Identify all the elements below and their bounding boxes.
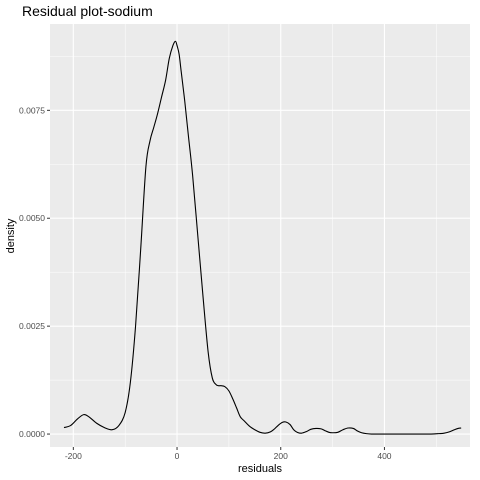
y-axis-title: density (5, 218, 17, 253)
y-tick-label: 0.0000 (19, 429, 45, 439)
y-tick-label: 0.0025 (19, 321, 45, 331)
x-axis-title: residuals (238, 463, 283, 475)
y-tick-label: 0.0050 (19, 213, 45, 223)
chart-title: Residual plot-sodium (22, 3, 153, 19)
x-tick-label: -200 (65, 451, 82, 461)
x-axis: -200 0 200 400 (65, 447, 392, 461)
plot-panel (50, 24, 470, 447)
x-tick-label: 200 (274, 451, 288, 461)
y-tick-label: 0.0075 (19, 105, 45, 115)
x-tick-label: 400 (377, 451, 391, 461)
x-tick-label: 0 (175, 451, 180, 461)
y-axis: 0.0000 0.0025 0.0050 0.0075 (19, 105, 50, 439)
density-curve (63, 40, 462, 435)
grid-minor (50, 24, 470, 447)
